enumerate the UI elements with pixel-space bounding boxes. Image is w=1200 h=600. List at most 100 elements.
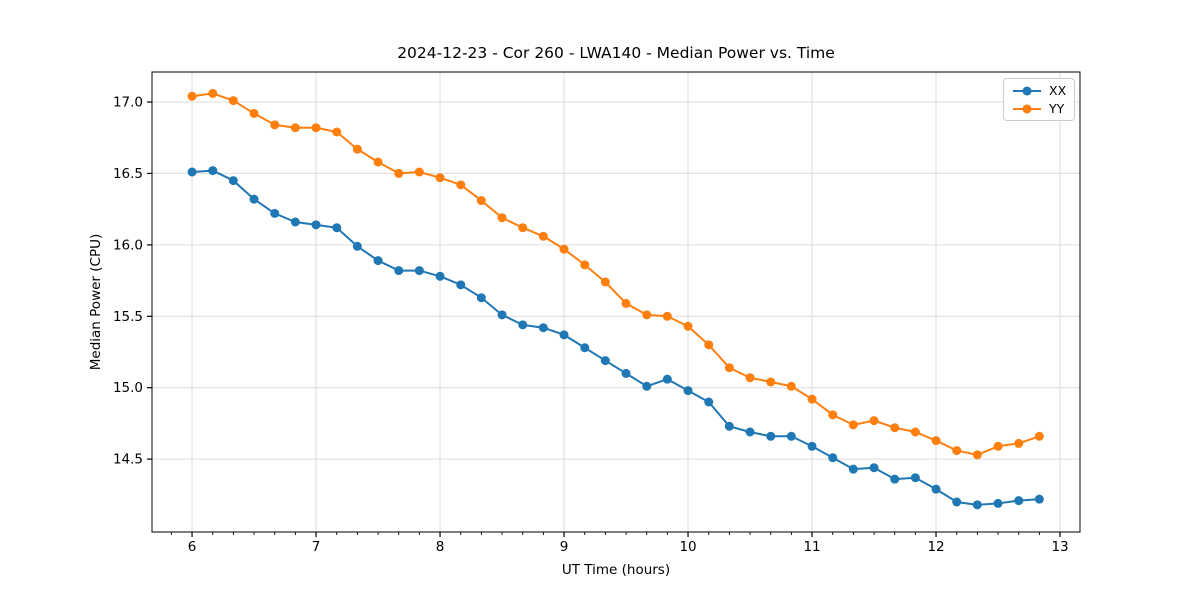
series-xx-point: [518, 320, 528, 330]
y-tick-label: 15.0: [113, 380, 143, 396]
x-tick-label: 7: [312, 539, 321, 555]
series-yy-point: [476, 196, 486, 206]
series-xx-point: [910, 473, 920, 483]
y-tick-label: 15.5: [113, 309, 143, 325]
series-xx-point: [724, 421, 734, 431]
series-yy-point: [662, 311, 672, 321]
series-yy-point: [1034, 431, 1044, 441]
series-xx-point: [311, 220, 321, 230]
series-yy-point: [208, 88, 218, 98]
series-yy-point: [435, 173, 445, 183]
series-yy-point: [311, 123, 321, 133]
series-xx-point: [373, 256, 383, 266]
series-yy-point: [187, 91, 197, 101]
series-yy-point: [704, 340, 714, 350]
x-tick-label: 9: [560, 539, 569, 555]
series-xx-point: [600, 356, 610, 366]
series-yy-line: [191, 92, 1040, 456]
series-yy-point: [559, 244, 569, 254]
legend: XX YY: [1003, 78, 1076, 121]
series-xx-point: [683, 386, 693, 396]
series-xx-point: [1034, 494, 1044, 504]
series-yy-point: [270, 120, 280, 130]
legend-item-yy: YY: [1011, 101, 1066, 116]
series-xx-point: [394, 266, 404, 276]
chart-title: 2024-12-23 - Cor 260 - LWA140 - Median P…: [397, 44, 835, 62]
series-xx-point: [993, 498, 1003, 508]
series-xx-point: [952, 497, 962, 507]
x-tick-label: 8: [436, 539, 445, 555]
series-xx-point: [704, 397, 714, 407]
series-xx-point: [807, 441, 817, 451]
series-yy-point: [786, 381, 796, 391]
series-yy-point: [807, 394, 817, 404]
series-yy-point: [931, 436, 941, 446]
x-tick-label: 10: [679, 539, 696, 555]
x-tick-label: 11: [803, 539, 820, 555]
series-xx-point: [931, 484, 941, 494]
x-tick-label: 12: [927, 539, 944, 555]
series-xx-point: [828, 453, 838, 463]
legend-line-xx-icon: [1013, 86, 1041, 95]
series-yy-point: [642, 310, 652, 320]
series-xx-point: [621, 368, 631, 378]
series-xx-point: [766, 431, 776, 441]
series-yy-point: [890, 423, 900, 433]
series-yy-point: [580, 260, 590, 270]
legend-line-yy-icon: [1013, 104, 1041, 113]
series-yy-point: [766, 377, 776, 387]
series-yy-point: [456, 180, 466, 190]
series-xx-point: [848, 464, 858, 474]
y-tick-label: 14.5: [113, 452, 143, 468]
series-xx-line: [191, 169, 1040, 506]
series-yy-point: [373, 157, 383, 167]
y-tick-label: 16.0: [113, 237, 143, 253]
series-xx-point: [1014, 496, 1024, 506]
series-xx-point: [497, 310, 507, 320]
series-yy-point: [848, 420, 858, 430]
series-xx-point: [456, 280, 466, 290]
series-xx-point: [332, 223, 342, 233]
series-yy-point: [352, 144, 362, 154]
series-yy-point: [952, 446, 962, 456]
series-yy-point: [683, 321, 693, 331]
series-xx-point: [208, 166, 218, 176]
series-yy-point: [972, 450, 982, 460]
series-xx-point: [580, 343, 590, 353]
series-xx-point: [972, 500, 982, 510]
series-xx-point: [270, 208, 280, 218]
series-xx-point: [414, 266, 424, 276]
series-xx-point: [538, 323, 548, 333]
series-yy-point: [228, 96, 238, 106]
series-yy-point: [869, 416, 879, 426]
series-yy-point: [249, 108, 259, 118]
x-tick-label: 6: [188, 539, 197, 555]
series-yy-point: [290, 123, 300, 133]
series-yy-point: [621, 298, 631, 308]
y-tick-label: 17.0: [113, 95, 143, 111]
series-xx-point: [642, 381, 652, 391]
series-yy-point: [1014, 438, 1024, 448]
series-xx-point: [290, 217, 300, 227]
series-xx-point: [476, 293, 486, 303]
y-axis-label: Median Power (CPU): [88, 233, 104, 371]
y-tick-label: 16.5: [113, 166, 143, 182]
series-xx-point: [786, 431, 796, 441]
series-yy-point: [414, 167, 424, 177]
series-yy-point: [518, 223, 528, 233]
series-yy-point: [497, 213, 507, 223]
series-xx-point: [869, 463, 879, 473]
series-xx-point: [249, 194, 259, 204]
series-xx-point: [745, 427, 755, 437]
plot-border: [151, 71, 1081, 533]
series-xx-point: [228, 176, 238, 186]
series-yy-point: [600, 277, 610, 287]
series-yy-point: [993, 441, 1003, 451]
series-xx-point: [187, 167, 197, 177]
series-yy-point: [828, 410, 838, 420]
series-yy-point: [332, 127, 342, 137]
series-xx-point: [890, 474, 900, 484]
series-yy-point: [538, 231, 548, 241]
